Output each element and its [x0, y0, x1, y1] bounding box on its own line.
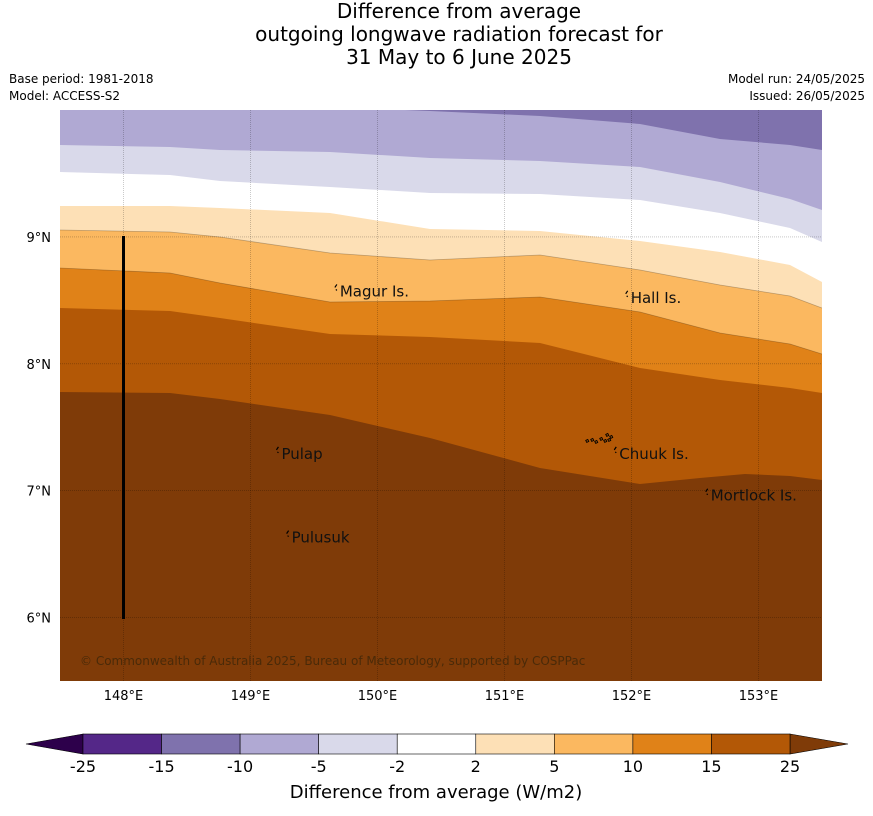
colorbar-tick-label: 5 — [549, 757, 559, 776]
title-line-1: Difference from average — [336, 0, 582, 23]
chuuk-island-shape — [603, 438, 608, 444]
colorbar-tick-label: -2 — [389, 757, 405, 776]
meta-left: Base period: 1981-2018 Model: ACCESS-S2 — [9, 71, 154, 105]
colorbar-tick-label: 15 — [701, 757, 721, 776]
base-period: Base period: 1981-2018 — [9, 72, 154, 86]
colorbar-cell — [711, 733, 791, 755]
chuuk-island-shape — [594, 439, 599, 445]
model-name: Model: ACCESS-S2 — [9, 89, 121, 103]
chuuk-island-shape — [590, 437, 595, 443]
colorbar: -25 -15 -10 -5 -2 2 5 10 15 25 Difference from av… — [25, 733, 849, 803]
vertical-marker-line — [122, 236, 125, 619]
colorbar-cell — [161, 733, 241, 755]
gridlines — [60, 110, 822, 681]
island-marker — [625, 290, 629, 298]
place-label: Chuuk Is. — [619, 445, 688, 463]
axis-labels: 148°E 149°E 150°E 151°E 152°E 153°E 6°N 7°N 8°N 9… — [27, 231, 779, 704]
place-label: Magur Is. — [340, 282, 409, 300]
colorbar-cell — [318, 733, 398, 755]
colorbar-ticks: -25 -15 -10 -5 -2 2 5 10 15 25 — [70, 757, 800, 776]
colorbar-under-arrow — [25, 733, 84, 755]
contour-lines-2 — [60, 267, 822, 355]
colorbar-cell — [82, 733, 162, 755]
colorbar-tick-label: -5 — [311, 757, 327, 776]
title-line-3: 31 May to 6 June 2025 — [346, 45, 572, 69]
colorbar-tick-label: -25 — [70, 757, 96, 776]
colorbar-cell — [396, 733, 477, 755]
chart-title: Difference from average outgoing longwav… — [0, 0, 873, 69]
place-labels: Magur Is. Hall Is. Pulap Chuuk Is. Mortlock … — [275, 282, 797, 547]
colorbar-label: Difference from average (W/m2) — [290, 782, 582, 803]
colorbar-tick-label: -10 — [227, 757, 253, 776]
issued-date: Issued: 26/05/2025 — [749, 89, 865, 103]
lat-tick-label: 6°N — [27, 612, 52, 627]
colorbar-cell — [475, 733, 555, 755]
colorbar-cell — [554, 733, 634, 755]
contour-lines — [60, 229, 822, 309]
meta-right: Model run: 24/05/2025 Issued: 26/05/2025 — [728, 71, 865, 105]
chuuk-island-shape — [599, 436, 604, 442]
place-label: Hall Is. — [631, 289, 682, 307]
colorbar-over-arrow — [789, 733, 849, 755]
copyright-credit: © Commonwealth of Australia 2025, Bureau… — [80, 654, 585, 668]
place-label: Pulusuk — [292, 529, 350, 547]
colorbar-tick-label: -15 — [148, 757, 174, 776]
island-marker — [286, 530, 290, 538]
lat-tick-label: 9°N — [27, 231, 52, 246]
chuuk-island-shape — [605, 432, 610, 438]
colorbar-cells — [82, 733, 791, 755]
map-area: Magur Is. Hall Is. Pulap Chuuk Is. Mortlock … — [60, 110, 822, 681]
colorbar-cell — [239, 733, 319, 755]
lon-tick-label: 152°E — [612, 689, 652, 704]
place-label: Pulap — [281, 445, 322, 463]
title-line-2: outgoing longwave radiation forecast for — [255, 22, 663, 46]
lon-tick-label: 148°E — [104, 689, 144, 704]
chuuk-island-shape — [585, 438, 590, 444]
island-marker — [275, 446, 279, 454]
model-run: Model run: 24/05/2025 — [727, 72, 865, 86]
band-neg15-neg10 — [405, 110, 822, 150]
lon-tick-label: 151°E — [485, 689, 525, 704]
chuuk-island-shape — [609, 434, 614, 440]
lon-tick-label: 149°E — [231, 689, 271, 704]
lon-tick-label: 150°E — [358, 689, 398, 704]
colorbar-cell — [632, 733, 712, 755]
island-marker — [613, 446, 617, 454]
colorbar-tick-label: 2 — [471, 757, 481, 776]
place-label: Mortlock Is. — [711, 487, 797, 505]
island-marker — [334, 284, 338, 291]
colorbar-tick-label: 25 — [780, 757, 800, 776]
band-neg10-neg5 — [60, 110, 822, 210]
colorbar-tick-label: 10 — [623, 757, 643, 776]
lat-tick-label: 7°N — [27, 485, 52, 500]
lon-tick-label: 153°E — [739, 689, 779, 704]
chuuk-island-shape — [607, 437, 612, 443]
island-marker — [705, 488, 709, 496]
lat-tick-label: 8°N — [27, 358, 52, 373]
